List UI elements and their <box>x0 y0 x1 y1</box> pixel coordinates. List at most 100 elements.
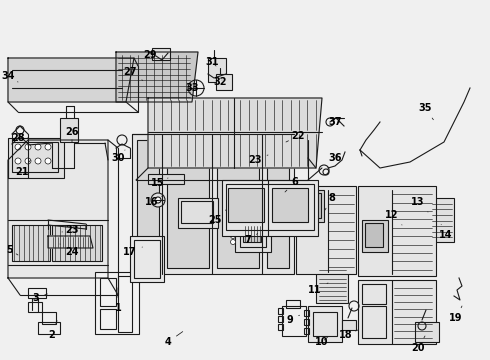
Bar <box>313 312 337 336</box>
Circle shape <box>35 158 41 164</box>
Text: 19: 19 <box>449 306 463 323</box>
Text: 26: 26 <box>65 127 79 142</box>
Text: 23: 23 <box>248 155 268 165</box>
Bar <box>12 225 50 261</box>
Text: 36: 36 <box>328 153 342 163</box>
Bar <box>132 134 294 274</box>
Text: 21: 21 <box>15 160 30 177</box>
Text: 28: 28 <box>11 133 28 143</box>
Bar <box>430 198 454 242</box>
Bar <box>28 288 46 298</box>
Bar <box>167 140 209 268</box>
Text: 4: 4 <box>165 332 183 347</box>
Bar <box>137 140 159 268</box>
Bar <box>38 322 60 334</box>
Bar <box>130 236 164 282</box>
Bar <box>181 201 213 223</box>
Text: 5: 5 <box>7 245 18 255</box>
Bar <box>304 319 309 325</box>
Text: 23: 23 <box>62 225 79 235</box>
Bar <box>178 198 218 228</box>
Text: 35: 35 <box>418 103 433 120</box>
Text: 9: 9 <box>287 315 299 325</box>
Text: 8: 8 <box>325 193 336 210</box>
Bar <box>362 220 388 252</box>
Bar <box>282 306 306 336</box>
Bar <box>52 225 102 261</box>
Bar <box>134 240 160 278</box>
Bar <box>148 174 184 184</box>
Bar <box>278 324 283 330</box>
Polygon shape <box>48 236 93 248</box>
Bar <box>303 193 321 218</box>
Bar <box>304 328 309 334</box>
Text: 10: 10 <box>315 337 329 347</box>
Text: 22: 22 <box>286 131 305 142</box>
Bar <box>362 306 386 338</box>
Bar <box>208 58 226 82</box>
Bar <box>28 302 42 312</box>
Bar <box>226 184 314 230</box>
Text: 37: 37 <box>328 117 342 127</box>
Circle shape <box>35 144 41 150</box>
Bar <box>296 186 356 274</box>
Bar <box>240 223 266 247</box>
Text: 17: 17 <box>123 247 143 257</box>
Bar <box>118 276 132 332</box>
Bar <box>152 48 170 60</box>
Circle shape <box>155 197 161 203</box>
Circle shape <box>25 144 31 150</box>
Bar <box>100 309 116 329</box>
Text: 15: 15 <box>151 178 168 188</box>
Bar <box>358 186 436 276</box>
Bar <box>12 142 58 172</box>
Text: 7: 7 <box>245 234 258 245</box>
Bar <box>8 138 64 178</box>
Text: 25: 25 <box>208 210 226 225</box>
Circle shape <box>15 158 21 164</box>
Polygon shape <box>116 52 198 102</box>
Text: 3: 3 <box>33 293 48 303</box>
Text: 34: 34 <box>1 71 18 82</box>
Polygon shape <box>8 140 108 278</box>
Bar <box>243 226 261 242</box>
Text: 6: 6 <box>285 177 298 192</box>
Bar <box>235 218 271 252</box>
Polygon shape <box>148 98 322 168</box>
Text: 33: 33 <box>185 83 199 93</box>
Circle shape <box>151 193 165 207</box>
Text: 12: 12 <box>385 210 402 225</box>
Circle shape <box>45 144 51 150</box>
Circle shape <box>230 221 236 226</box>
Text: 14: 14 <box>439 225 453 240</box>
Circle shape <box>25 158 31 164</box>
Bar <box>95 272 139 334</box>
Bar <box>216 74 232 90</box>
Text: 24: 24 <box>60 244 79 257</box>
Text: 16: 16 <box>145 196 162 207</box>
Bar <box>267 140 289 268</box>
Bar <box>60 118 78 142</box>
Text: 18: 18 <box>339 330 358 340</box>
Circle shape <box>15 144 21 150</box>
Text: 2: 2 <box>49 321 57 340</box>
Circle shape <box>230 228 236 233</box>
Bar <box>342 320 356 330</box>
Text: 31: 31 <box>205 57 219 67</box>
Text: 20: 20 <box>411 336 425 353</box>
Bar <box>415 322 439 342</box>
Bar <box>278 316 283 322</box>
Bar <box>222 180 318 236</box>
Text: 13: 13 <box>411 197 428 212</box>
Bar <box>272 188 308 222</box>
Bar <box>100 278 116 306</box>
Bar <box>316 265 348 303</box>
Bar <box>358 280 436 344</box>
Bar <box>42 312 56 324</box>
Text: 27: 27 <box>123 67 143 80</box>
Bar <box>228 188 264 222</box>
Text: 1: 1 <box>115 288 122 313</box>
Polygon shape <box>8 58 134 102</box>
Bar <box>365 223 383 247</box>
Circle shape <box>45 158 51 164</box>
